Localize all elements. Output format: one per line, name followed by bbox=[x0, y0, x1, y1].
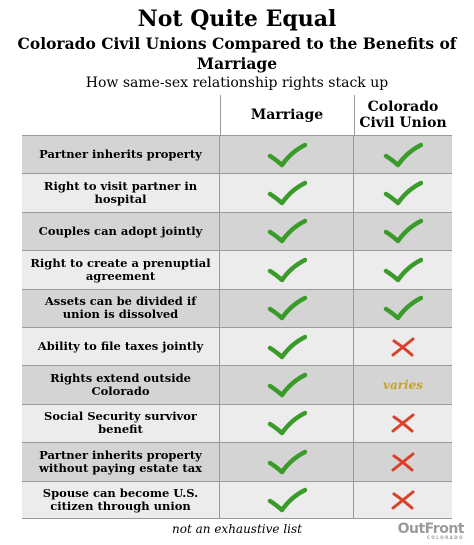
row-label: Partner inherits property without paying… bbox=[22, 443, 220, 481]
marriage-cell bbox=[220, 174, 354, 212]
check-icon bbox=[267, 180, 307, 206]
table-row: Right to create a prenuptial agreement bbox=[22, 250, 452, 289]
logo-text: OutFront bbox=[397, 521, 465, 537]
marriage-cell bbox=[220, 289, 354, 327]
check-icon bbox=[267, 219, 307, 244]
header-divider bbox=[354, 95, 355, 135]
check-icon bbox=[267, 449, 307, 475]
marriage-cell bbox=[220, 136, 354, 174]
check-icon bbox=[267, 334, 307, 359]
table-row: Partner inherits property without paying… bbox=[22, 442, 452, 481]
check-icon bbox=[383, 180, 423, 206]
header-blank-cell bbox=[22, 95, 220, 135]
table-row: Assets can be divided if union is dissol… bbox=[22, 288, 452, 327]
x-icon bbox=[391, 413, 415, 433]
marriage-cell bbox=[220, 481, 354, 519]
check-icon bbox=[267, 296, 307, 321]
marriage-cell bbox=[220, 366, 354, 404]
check-icon bbox=[383, 219, 423, 244]
check-icon bbox=[267, 257, 307, 283]
header-civil-union: Colorado Civil Union bbox=[354, 95, 452, 135]
varies-label: varies bbox=[382, 378, 424, 393]
header-marriage: Marriage bbox=[220, 95, 354, 135]
x-icon bbox=[391, 337, 415, 357]
row-label: Partner inherits property bbox=[22, 136, 220, 174]
row-label: Right to visit partner in hospital bbox=[22, 174, 220, 212]
header-civil-union-label: Colorado Civil Union bbox=[359, 99, 447, 131]
check-icon bbox=[383, 296, 423, 321]
civil-union-cell bbox=[354, 328, 452, 365]
x-icon bbox=[391, 490, 415, 510]
footnote: not an exhaustive list bbox=[172, 522, 302, 536]
table-row: Ability to file taxes jointly bbox=[22, 327, 452, 366]
marriage-cell bbox=[220, 251, 354, 289]
civil-union-cell bbox=[354, 174, 452, 211]
header-divider bbox=[220, 95, 221, 135]
civil-union-cell bbox=[354, 405, 452, 442]
row-label: Social Security survivor benefit bbox=[22, 404, 220, 443]
table-row: Partner inherits property bbox=[22, 135, 452, 174]
row-label: Right to create a prenuptial agreement bbox=[22, 251, 220, 289]
table-bottom-border bbox=[22, 518, 452, 519]
x-icon bbox=[391, 452, 415, 472]
check-icon bbox=[383, 142, 423, 167]
marriage-cell bbox=[220, 328, 354, 366]
check-icon bbox=[267, 142, 307, 167]
civil-union-cell bbox=[354, 213, 452, 250]
table-row: Rights extend outside Colorado varies bbox=[22, 365, 452, 404]
logo-tagline: COLORADO bbox=[426, 535, 464, 540]
row-label: Assets can be divided if union is dissol… bbox=[22, 289, 220, 327]
marriage-cell bbox=[220, 212, 354, 251]
civil-union-cell bbox=[354, 443, 452, 480]
row-label: Couples can adopt jointly bbox=[22, 212, 220, 251]
outfront-logo: OutFront COLORADO bbox=[397, 521, 465, 540]
marriage-cell bbox=[220, 404, 354, 443]
check-icon bbox=[267, 372, 307, 398]
table-row: Couples can adopt jointly bbox=[22, 211, 452, 251]
table-row: Social Security survivor benefit bbox=[22, 403, 452, 443]
civil-union-cell bbox=[354, 136, 452, 173]
table-caption: How same-sex relationship rights stack u… bbox=[85, 75, 389, 91]
check-icon bbox=[383, 257, 423, 283]
check-icon bbox=[267, 488, 307, 513]
civil-union-cell: varies bbox=[354, 366, 452, 403]
table-row: Spouse can become U.S. citizen through u… bbox=[22, 480, 452, 519]
marriage-cell bbox=[220, 443, 354, 481]
row-label: Ability to file taxes jointly bbox=[22, 328, 220, 366]
civil-union-cell bbox=[354, 251, 452, 288]
row-label: Spouse can become U.S. citizen through u… bbox=[22, 481, 220, 519]
check-icon bbox=[267, 411, 307, 436]
civil-union-cell bbox=[354, 290, 452, 327]
civil-union-cell bbox=[354, 482, 452, 519]
comparison-table: Marriage Colorado Civil Union Partner in… bbox=[22, 95, 452, 519]
table-row: Right to visit partner in hospital bbox=[22, 173, 452, 212]
page-subtitle: Colorado Civil Unions Compared to the Be… bbox=[17, 34, 457, 73]
page-title: Not Quite Equal bbox=[137, 6, 337, 32]
row-label: Rights extend outside Colorado bbox=[22, 366, 220, 404]
